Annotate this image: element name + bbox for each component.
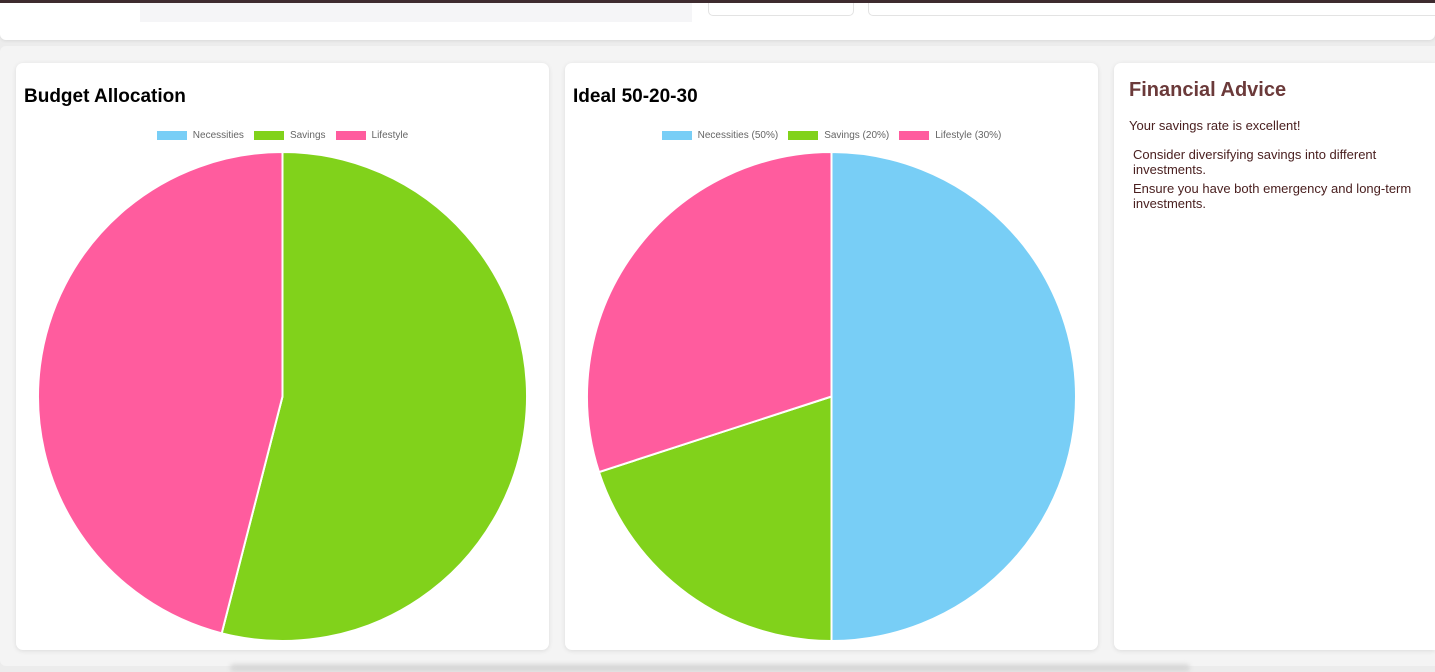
- legend-item-savings-20[interactable]: Savings (20%): [788, 130, 889, 141]
- legend-swatch-necessities: [156, 131, 187, 140]
- ideal-legend: Necessities (50%) Savings (20%) Lifestyl…: [565, 130, 1098, 141]
- legend-item-lifestyle[interactable]: Lifestyle: [335, 130, 409, 141]
- legend-label-savings-20: Savings (20%): [824, 130, 890, 141]
- legend-item-necessities-50[interactable]: Necessities (50%): [661, 130, 779, 141]
- top-bar: [0, 0, 1435, 40]
- pie-slice-lifestyle[interactable]: [37, 150, 284, 635]
- ideal-pie-chart: [586, 150, 1077, 643]
- top-input-area[interactable]: [140, 3, 692, 22]
- pie-slice-lifestyle-30[interactable]: [586, 150, 833, 474]
- budget-allocation-card: Budget Allocation Necessities Savings Li…: [16, 63, 549, 650]
- top-card-small: [708, 3, 854, 16]
- budget-pie-chart: [37, 150, 528, 642]
- advice-summary: Your savings rate is excellent!: [1129, 118, 1301, 133]
- top-card-wide: [868, 3, 1435, 16]
- ideal-50-20-30-card: Ideal 50-20-30 Necessities (50%) Savings…: [565, 63, 1098, 650]
- advice-list: Consider diversifying savings into diffe…: [1133, 147, 1433, 215]
- pie-slice-necessities-50[interactable]: [830, 150, 1077, 643]
- legend-swatch-savings: [788, 131, 819, 140]
- legend-label-savings: Savings: [289, 130, 326, 141]
- legend-swatch-lifestyle: [335, 131, 366, 140]
- advice-item: Ensure you have both emergency and long-…: [1133, 181, 1412, 211]
- pie-slice-savings[interactable]: [220, 150, 528, 642]
- legend-swatch-savings: [253, 131, 284, 140]
- legend-label-necessities: Necessities: [192, 130, 244, 141]
- legend-label-lifestyle: Lifestyle: [371, 130, 409, 141]
- legend-label-necessities-50: Necessities (50%): [697, 130, 779, 141]
- advice-item: Consider diversifying savings into diffe…: [1133, 147, 1377, 177]
- legend-item-lifestyle-30[interactable]: Lifestyle (30%): [899, 130, 1001, 141]
- legend-label-lifestyle-30: Lifestyle (30%): [935, 130, 1002, 141]
- pie-slice-savings-20[interactable]: [597, 395, 833, 643]
- financial-advice-card: Financial Advice Your savings rate is ex…: [1114, 63, 1435, 650]
- top-accent-line: [0, 0, 1435, 3]
- ideal-title: Ideal 50-20-30: [573, 86, 698, 107]
- budget-allocation-title: Budget Allocation: [24, 86, 186, 107]
- legend-item-savings[interactable]: Savings: [253, 130, 326, 141]
- advice-title: Financial Advice: [1129, 79, 1287, 101]
- legend-swatch-lifestyle: [899, 131, 930, 140]
- legend-swatch-necessities: [661, 131, 692, 140]
- budget-legend: Necessities Savings Lifestyle: [16, 130, 549, 141]
- bottom-shadow: [230, 664, 1190, 672]
- legend-item-necessities[interactable]: Necessities: [156, 130, 244, 141]
